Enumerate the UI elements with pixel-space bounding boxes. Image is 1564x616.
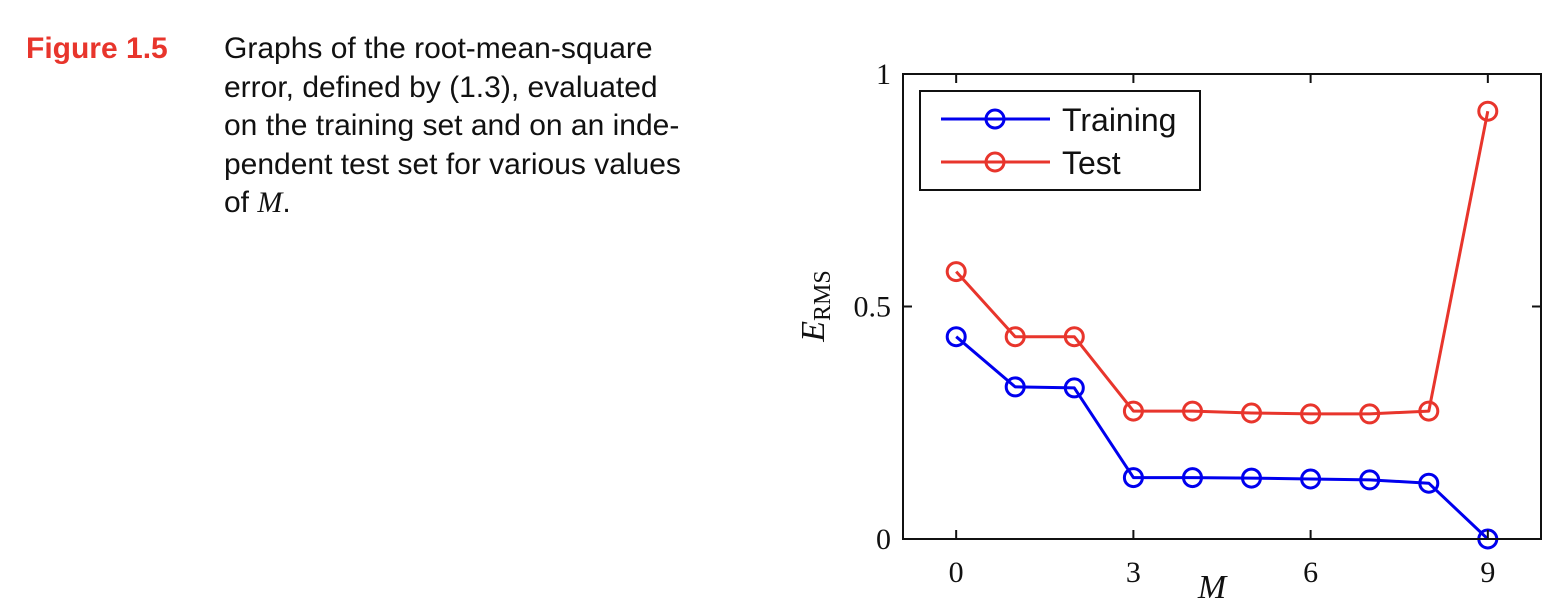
legend-label-test: Test	[1062, 145, 1121, 181]
data-point-training	[1063, 377, 1085, 399]
caption-line: of M.	[224, 184, 755, 223]
data-point-training	[1300, 468, 1322, 490]
data-point-test	[1359, 403, 1381, 425]
data-point-test	[1182, 400, 1203, 422]
data-point-training	[1004, 376, 1026, 398]
data-point-test	[945, 261, 967, 283]
legend: Training Test	[919, 90, 1201, 191]
caption-line: pendent test set for various values	[224, 147, 681, 181]
x-tick-label: 6	[1303, 556, 1318, 589]
legend-label-training: Training	[1062, 102, 1176, 138]
data-point-test	[1063, 326, 1085, 348]
data-point-training	[1122, 467, 1144, 489]
data-point-training	[945, 326, 967, 348]
y-tick-label: 1	[876, 58, 891, 91]
x-axis-label: M	[1197, 569, 1228, 606]
data-point-training	[1359, 469, 1381, 491]
figure-label: Figure 1.5	[26, 32, 168, 65]
caption-math-m: M	[257, 186, 283, 219]
data-point-test	[1418, 400, 1440, 422]
data-point-training	[1182, 467, 1203, 489]
data-point-test	[1241, 402, 1262, 424]
caption-last-prefix: of	[224, 186, 258, 219]
y-axis-label-main: E	[795, 321, 832, 343]
y-axis-label: ERMS	[795, 270, 836, 342]
x-tick-label: 0	[949, 556, 964, 589]
x-tick-label: 9	[1480, 556, 1495, 589]
y-tick-label: 0	[876, 523, 891, 556]
caption-last-suffix: .	[282, 186, 291, 219]
data-point-training	[1418, 472, 1440, 494]
caption-line: on the training set and on an inde-	[224, 109, 680, 142]
legend-box	[919, 90, 1201, 191]
y-axis-label-sub: RMS	[810, 270, 836, 321]
caption-line: error, defined by (1.3), evaluated	[224, 70, 658, 104]
y-tick-label: 0.5	[854, 291, 892, 324]
series-line-training	[955, 335, 1489, 541]
series-line-test	[955, 110, 1490, 416]
data-point-test	[1477, 100, 1499, 122]
data-point-test	[1122, 400, 1144, 422]
data-point-test	[1300, 403, 1322, 425]
caption-line: Graphs of the root-mean-square	[224, 32, 653, 65]
ticks-layer: 0 3 6 9 0 0.5 1	[854, 58, 1541, 589]
series-layer	[945, 100, 1499, 550]
legend-marker-test	[984, 151, 1006, 173]
legend-marker-training	[984, 108, 1006, 130]
figure-caption: Graphs of the root-mean-square error, de…	[224, 30, 755, 223]
data-point-training	[1241, 467, 1262, 489]
x-tick-label: 3	[1126, 556, 1141, 589]
data-point-test	[1004, 326, 1026, 348]
